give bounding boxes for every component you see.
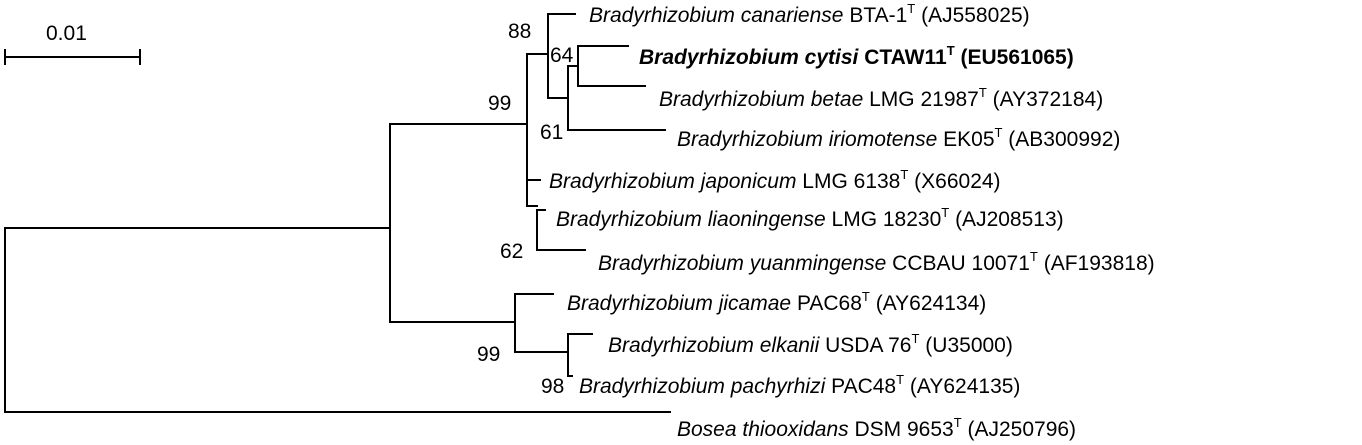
taxon-label: Bradyrhizobium pachyrhizi PAC48T (AY6241… <box>579 372 1020 398</box>
scale-bar-label: 0.01 <box>46 22 87 45</box>
taxon-name: Bradyrhizobium elkanii <box>608 334 821 357</box>
taxon-strain: CTAW11 <box>864 46 947 69</box>
bootstrap-values: 88 64 99 61 62 99 98 <box>477 20 574 398</box>
type-strain-mark: T <box>912 331 920 346</box>
taxon-label: Bradyrhizobium jicamae PAC68T (AY624134) <box>567 289 986 315</box>
taxon-accession: (EU561065) <box>961 46 1074 69</box>
taxon-accession: (AB300992) <box>1008 128 1120 151</box>
type-strain-mark: T <box>947 43 955 58</box>
taxon-name: Bradyrhizobium yuanmingense <box>598 252 886 275</box>
type-strain-mark: T <box>941 205 949 220</box>
taxon-strain: USDA 76 <box>825 334 911 357</box>
taxon-accession: (AJ558025) <box>921 4 1030 27</box>
taxon-labels: Bradyrhizobium canariense BTA-1T (AJ5580… <box>549 1 1155 441</box>
taxon-strain: LMG 21987 <box>869 88 979 111</box>
type-strain-mark: T <box>995 125 1003 140</box>
taxon-name: Bradyrhizobium liaoningense <box>556 208 826 231</box>
taxon-label-outgroup: Bosea thiooxidans DSM 9653T (AJ250796) <box>677 415 1076 441</box>
taxon-label: Bradyrhizobium liaoningense LMG 18230T (… <box>556 205 1064 231</box>
taxon-accession: (AY624135) <box>910 375 1021 398</box>
taxon-accession: (AF193818) <box>1044 252 1155 275</box>
taxon-accession: (AJ250796) <box>967 418 1076 441</box>
taxon-name: Bradyrhizobium jicamae <box>567 292 791 315</box>
taxon-accession: (AY372184) <box>993 88 1104 111</box>
taxon-accession: (U35000) <box>925 334 1013 357</box>
taxon-accession: (X66024) <box>914 170 1000 193</box>
taxon-label: Bradyrhizobium iriomotense EK05T (AB3009… <box>677 125 1120 151</box>
type-strain-mark: T <box>900 167 908 182</box>
taxon-name: Bradyrhizobium iriomotense <box>677 128 937 151</box>
type-strain-mark: T <box>896 372 904 387</box>
taxon-label: Bradyrhizobium yuanmingense CCBAU 10071T… <box>598 249 1155 275</box>
type-strain-mark: T <box>907 1 915 16</box>
bootstrap-value: 88 <box>508 20 531 43</box>
taxon-label: Bradyrhizobium betae LMG 21987T (AY37218… <box>659 85 1103 111</box>
bootstrap-value: 61 <box>540 121 563 144</box>
type-strain-mark: T <box>979 85 987 100</box>
taxon-name: Bradyrhizobium canariense <box>589 4 843 27</box>
taxon-strain: CCBAU 10071 <box>892 252 1030 275</box>
taxon-accession: (AJ208513) <box>955 208 1064 231</box>
taxon-name: Bosea thiooxidans <box>677 418 849 441</box>
taxon-name: Bradyrhizobium japonicum <box>549 170 796 193</box>
taxon-strain: PAC48 <box>831 375 896 398</box>
bootstrap-value: 64 <box>550 44 574 67</box>
taxon-strain: PAC68 <box>797 292 862 315</box>
scale-bar: 0.01 <box>4 22 141 65</box>
type-strain-mark: T <box>954 415 962 430</box>
taxon-name: Bradyrhizobium betae <box>659 88 863 111</box>
type-strain-mark: T <box>862 289 870 304</box>
taxon-name: Bradyrhizobium cytisi <box>639 46 860 69</box>
taxon-label: Bradyrhizobium canariense BTA-1T (AJ5580… <box>589 1 1030 27</box>
taxon-strain: BTA-1 <box>849 4 907 27</box>
bootstrap-value: 62 <box>500 240 523 263</box>
bootstrap-value: 99 <box>488 92 511 115</box>
taxon-accession: (AY624134) <box>876 292 987 315</box>
tree-branches <box>4 13 671 413</box>
taxon-strain: LMG 6138 <box>802 170 900 193</box>
taxon-label-highlighted: Bradyrhizobium cytisi CTAW11T (EU561065) <box>639 43 1074 69</box>
taxon-label: Bradyrhizobium japonicum LMG 6138T (X660… <box>549 167 1001 193</box>
type-strain-mark: T <box>1030 249 1038 264</box>
taxon-strain: LMG 18230 <box>832 208 942 231</box>
taxon-strain: DSM 9653 <box>854 418 953 441</box>
taxon-name: Bradyrhizobium pachyrhizi <box>579 375 827 398</box>
taxon-strain: EK05 <box>943 128 994 151</box>
taxon-label: Bradyrhizobium elkanii USDA 76T (U35000) <box>608 331 1013 357</box>
bootstrap-value: 98 <box>541 375 564 398</box>
bootstrap-value: 99 <box>477 343 500 366</box>
